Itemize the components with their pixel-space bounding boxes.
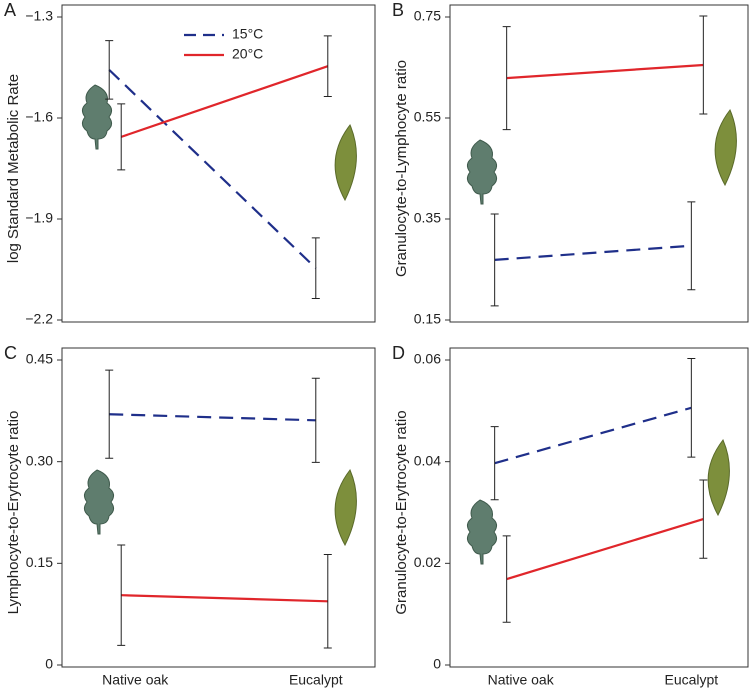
y-tick-label: 0.55 bbox=[414, 109, 441, 125]
leaf-decorations bbox=[81, 84, 498, 565]
panel-label: A bbox=[4, 0, 16, 20]
y-tick-label: 0.75 bbox=[414, 8, 441, 24]
x-tick-label: Native oak bbox=[488, 672, 555, 688]
y-tick-label: 0.45 bbox=[26, 351, 53, 367]
y-tick-label: −1.3 bbox=[25, 8, 53, 24]
series-line bbox=[506, 63, 704, 80]
y-tick-label: 0 bbox=[45, 656, 53, 672]
series-line bbox=[109, 413, 316, 422]
error-bar bbox=[490, 426, 499, 501]
y-tick-label: 0.15 bbox=[26, 554, 53, 570]
plot-frame bbox=[449, 347, 749, 668]
error-bar bbox=[323, 35, 332, 97]
series-line bbox=[121, 594, 328, 603]
y-tick-label: 0.06 bbox=[414, 351, 441, 367]
y-tick-label: 0.15 bbox=[414, 311, 441, 327]
error-bar bbox=[502, 26, 511, 131]
y-tick-label: −2.2 bbox=[25, 311, 53, 327]
error-bar bbox=[311, 377, 320, 463]
error-bar bbox=[687, 357, 696, 458]
panel-label: D bbox=[392, 343, 405, 363]
y-tick-label: −1.9 bbox=[25, 210, 53, 226]
oak-leaf bbox=[83, 469, 115, 535]
error-bar bbox=[117, 103, 126, 171]
error-bar bbox=[699, 15, 708, 115]
oak-leaf bbox=[466, 139, 498, 205]
y-axis-label: Granulocyte-to-Lymphocyte ratio bbox=[393, 60, 410, 277]
error-bar bbox=[502, 535, 511, 623]
y-tick-label: 0 bbox=[433, 656, 441, 672]
series-line bbox=[120, 65, 329, 138]
plot-frame bbox=[61, 4, 376, 323]
series-line bbox=[506, 518, 704, 581]
panel-label: B bbox=[392, 0, 404, 20]
eucalyptus-leaf bbox=[334, 124, 357, 202]
error-bar bbox=[311, 237, 320, 299]
oak-leaf bbox=[81, 84, 113, 150]
panel-label: C bbox=[4, 343, 17, 363]
error-bar bbox=[687, 201, 696, 291]
y-tick-label: 0.35 bbox=[414, 210, 441, 226]
x-tick-label: Eucalypt bbox=[664, 672, 718, 688]
eucalyptus-leaves bbox=[334, 109, 737, 547]
error-bar bbox=[323, 554, 332, 649]
eucalyptus-leaf bbox=[334, 469, 357, 547]
error-bar bbox=[490, 213, 499, 307]
error-bar bbox=[699, 479, 708, 559]
error-bar bbox=[117, 544, 126, 646]
series-line bbox=[494, 244, 692, 262]
eucalyptus-leaf bbox=[707, 439, 730, 517]
oak-leaf bbox=[466, 499, 498, 565]
error-bar bbox=[105, 40, 114, 100]
y-axis-label: log Standard Metabolic Rate bbox=[5, 74, 22, 263]
legend-label: 15°C bbox=[232, 26, 263, 42]
x-tick-label: Native oak bbox=[102, 672, 169, 688]
y-tick-label: 0.04 bbox=[414, 452, 441, 468]
series-line bbox=[108, 69, 317, 269]
eucalyptus-leaf bbox=[714, 109, 737, 187]
y-axis-label: Granulocyte-to-Erytrocyte ratio bbox=[393, 410, 410, 614]
y-tick-label: −1.6 bbox=[25, 109, 53, 125]
y-tick-label: 0.02 bbox=[414, 554, 441, 570]
legend-label: 20°C bbox=[232, 46, 263, 62]
x-tick-label: Eucalypt bbox=[289, 672, 343, 688]
y-axis-label: Lymphocyte-to-Erytrocyte ratio bbox=[5, 411, 22, 615]
series-line bbox=[494, 406, 692, 465]
error-bar bbox=[105, 369, 114, 459]
plot-frame bbox=[449, 4, 749, 323]
plot-frame bbox=[61, 347, 376, 668]
y-tick-label: 0.30 bbox=[26, 452, 53, 468]
